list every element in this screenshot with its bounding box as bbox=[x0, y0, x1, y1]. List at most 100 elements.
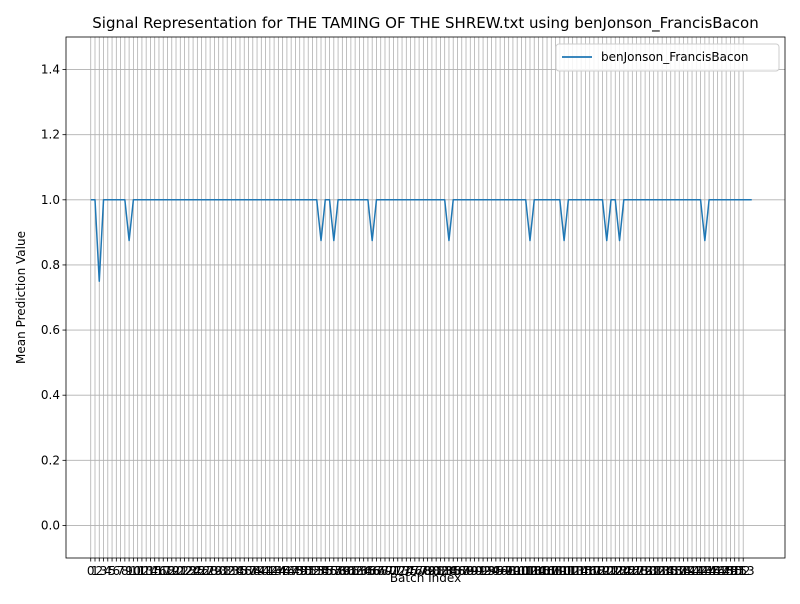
plot-area bbox=[66, 37, 785, 558]
chart-title: Signal Representation for THE TAMING OF … bbox=[92, 14, 758, 33]
x-tick-label: 25 bbox=[190, 564, 205, 578]
x-tick-label: 30 bbox=[211, 564, 226, 578]
x-tick-label: 27 bbox=[198, 564, 213, 578]
x-tick-label: 61 bbox=[343, 564, 358, 578]
x-tick-label: 116 bbox=[574, 564, 597, 578]
x-tick-label: 117 bbox=[578, 564, 601, 578]
x-tick-label: 151 bbox=[723, 564, 746, 578]
x-tick-label: 42 bbox=[262, 564, 277, 578]
x-tick-label: 62 bbox=[347, 564, 362, 578]
y-tick-label: 1.4 bbox=[41, 63, 60, 77]
x-tick-label: 102 bbox=[514, 564, 537, 578]
x-tick-label: 1 bbox=[91, 564, 99, 578]
x-tick-label: 46 bbox=[279, 564, 294, 578]
x-tick-label: 22 bbox=[177, 564, 192, 578]
x-tick-label: 152 bbox=[727, 564, 750, 578]
x-tick-label: 118 bbox=[582, 564, 605, 578]
x-tick-label: 19 bbox=[164, 564, 179, 578]
x-tick-label: 74 bbox=[399, 564, 414, 578]
x-tick-label: 6 bbox=[113, 564, 121, 578]
x-tick-label: 10 bbox=[126, 564, 141, 578]
x-tick-label: 127 bbox=[621, 564, 644, 578]
x-tick-label: 106 bbox=[531, 564, 554, 578]
x-tick-label: 111 bbox=[553, 564, 576, 578]
x-tick-label: 20 bbox=[168, 564, 183, 578]
x-tick-label: 137 bbox=[664, 564, 687, 578]
x-tick-label: 32 bbox=[220, 564, 235, 578]
y-tick-label: 0.6 bbox=[41, 323, 60, 337]
x-tick-label: 99 bbox=[505, 564, 520, 578]
x-tick-label: 109 bbox=[544, 564, 567, 578]
x-tick-label: 104 bbox=[523, 564, 546, 578]
x-tick-label: 84 bbox=[441, 564, 456, 578]
x-tick-label: 7 bbox=[117, 564, 125, 578]
x-tick-label: 130 bbox=[634, 564, 657, 578]
y-axis-ticks: 0.0 0.2 0.4 0.6 0.8 1.0 1.2 1.4 bbox=[41, 63, 66, 532]
x-tick-label: 9 bbox=[125, 564, 133, 578]
y-tick-label: 0.4 bbox=[41, 388, 60, 402]
x-tick-label: 124 bbox=[608, 564, 631, 578]
x-tick-label: 3 bbox=[100, 564, 108, 578]
x-tick-label: 138 bbox=[668, 564, 691, 578]
x-tick-label: 114 bbox=[565, 564, 588, 578]
x-tick-label: 115 bbox=[570, 564, 593, 578]
x-tick-label: 67 bbox=[369, 564, 384, 578]
x-tick-label: 123 bbox=[604, 564, 627, 578]
x-tick-label: 100 bbox=[506, 564, 529, 578]
x-tick-label: 119 bbox=[587, 564, 610, 578]
x-tick-label: 113 bbox=[561, 564, 584, 578]
x-tick-label: 128 bbox=[625, 564, 648, 578]
x-tick-label: 44 bbox=[271, 564, 286, 578]
x-tick-label: 80 bbox=[424, 564, 439, 578]
legend-label: benJonson_FrancisBacon bbox=[601, 50, 749, 64]
x-tick-label: 14 bbox=[143, 564, 158, 578]
x-tick-label: 72 bbox=[390, 564, 405, 578]
x-tick-label: 51 bbox=[301, 564, 316, 578]
y-tick-label: 1.0 bbox=[41, 193, 60, 207]
x-tick-label: 126 bbox=[617, 564, 640, 578]
x-tick-label: 105 bbox=[527, 564, 550, 578]
legend: benJonson_FrancisBacon bbox=[555, 43, 780, 72]
x-tick-label: 143 bbox=[689, 564, 712, 578]
x-tick-label: 129 bbox=[629, 564, 652, 578]
x-tick-label: 147 bbox=[706, 564, 729, 578]
x-tick-label: 5 bbox=[108, 564, 116, 578]
x-tick-label: 35 bbox=[232, 564, 247, 578]
x-tick-label: 89 bbox=[463, 564, 478, 578]
x-tick-label: 73 bbox=[394, 564, 409, 578]
x-tick-label: 87 bbox=[454, 564, 469, 578]
x-tick-label: 65 bbox=[360, 564, 375, 578]
x-tick-label: 47 bbox=[284, 564, 299, 578]
x-tick-label: 17 bbox=[156, 564, 171, 578]
x-tick-label: 24 bbox=[185, 564, 200, 578]
x-tick-label: 43 bbox=[266, 564, 281, 578]
x-tick-label: 41 bbox=[258, 564, 273, 578]
x-tick-label: 132 bbox=[642, 564, 665, 578]
x-gridlines bbox=[90, 37, 744, 558]
x-tick-label: 97 bbox=[497, 564, 512, 578]
x-tick-label: 81 bbox=[429, 564, 444, 578]
x-tick-label: 122 bbox=[600, 564, 623, 578]
x-tick-label: 79 bbox=[420, 564, 435, 578]
x-tick-label: 150 bbox=[719, 564, 742, 578]
x-tick-label: 68 bbox=[373, 564, 388, 578]
x-tick-label: 36 bbox=[237, 564, 252, 578]
x-tick-label: 60 bbox=[339, 564, 354, 578]
x-tick-label: 71 bbox=[386, 564, 401, 578]
x-axis-label: Batch Index bbox=[390, 571, 461, 585]
x-tick-label: 21 bbox=[173, 564, 188, 578]
x-tick-label: 142 bbox=[685, 564, 708, 578]
x-tick-label: 121 bbox=[595, 564, 618, 578]
y-tick-label: 1.2 bbox=[41, 128, 60, 142]
x-tick-label: 135 bbox=[655, 564, 678, 578]
x-tick-label: 63 bbox=[352, 564, 367, 578]
x-tick-label: 144 bbox=[693, 564, 716, 578]
x-tick-label: 38 bbox=[245, 564, 260, 578]
x-tick-label: 54 bbox=[313, 564, 328, 578]
x-tick-label: 29 bbox=[207, 564, 222, 578]
x-tick-label: 2 bbox=[95, 564, 103, 578]
y-tick-label: 0.8 bbox=[41, 258, 60, 272]
x-tick-label: 91 bbox=[471, 564, 486, 578]
x-tick-label: 93 bbox=[480, 564, 495, 578]
